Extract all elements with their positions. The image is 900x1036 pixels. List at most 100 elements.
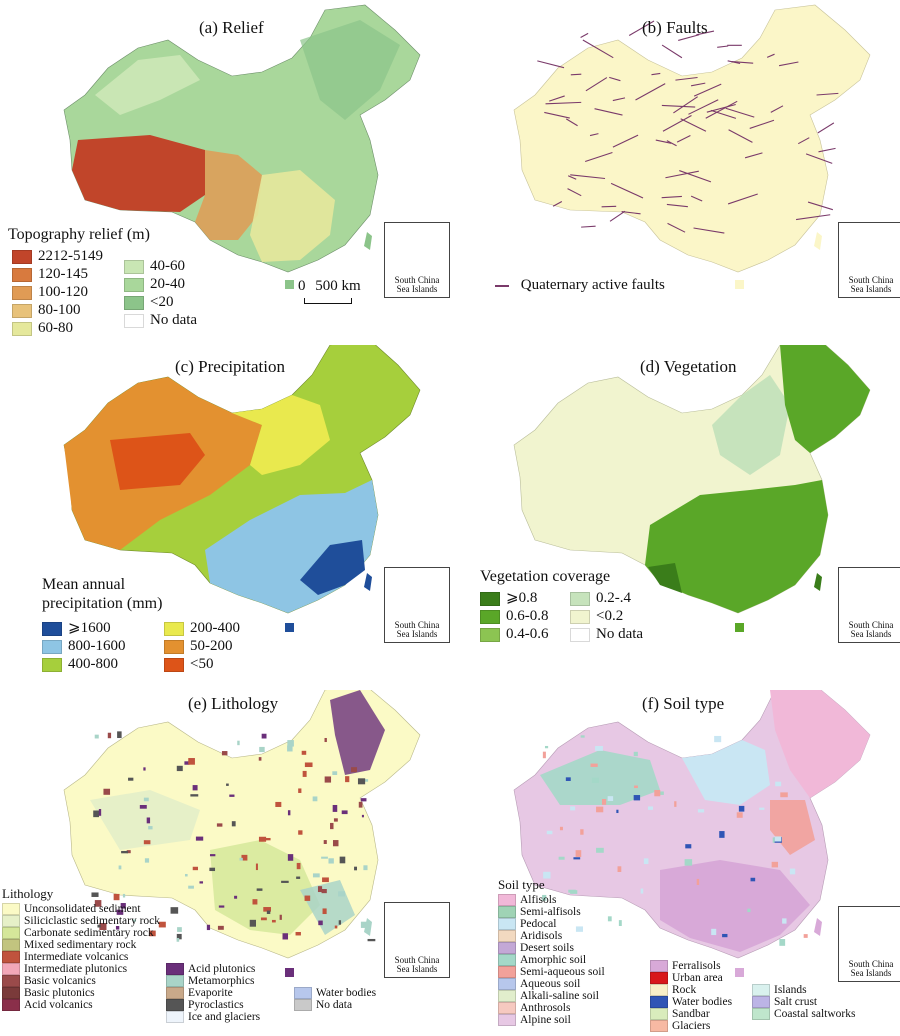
legend-swatch [166, 1011, 184, 1024]
map-patch [146, 817, 151, 824]
legend-swatch [2, 927, 20, 940]
fault-line [705, 100, 738, 119]
legend-swatch [166, 999, 184, 1012]
legend-swatch [124, 259, 144, 274]
fault-line [666, 203, 688, 208]
map-patch [617, 866, 622, 872]
fault-line [770, 105, 784, 113]
legend-item: No data [294, 999, 414, 1012]
lithology-legend: Lithology Unconsolidated sediment Silicic… [2, 887, 376, 1024]
legend-label: Intermediate plutonics [24, 963, 128, 975]
fault-line [710, 109, 737, 119]
legend-swatch [570, 591, 590, 606]
legend-label: 0.4-0.6 [506, 626, 549, 642]
legend-label: Evaporite [188, 987, 233, 999]
legend-item: Alkali-saline soil [498, 990, 658, 1003]
map-patch [735, 762, 740, 767]
fault-line [594, 108, 623, 116]
map-patch [580, 829, 584, 835]
legend-label: Ferralisols [672, 960, 721, 972]
map-patch [565, 777, 571, 781]
fault-line [580, 32, 589, 38]
lith-carbonate [210, 840, 320, 935]
legend-swatch [498, 942, 516, 955]
lithology-patches [91, 731, 376, 942]
legend-item: Pedocal [498, 918, 658, 931]
fault-line [778, 61, 799, 67]
map-patch [120, 903, 126, 909]
map-patch [616, 809, 619, 814]
map-patch [116, 909, 124, 915]
legend-column: Islands Salt crust Coastal saltworks [752, 984, 882, 1021]
fault-line [675, 76, 698, 81]
map-patch [184, 761, 190, 765]
legend-item: No data [124, 311, 234, 329]
map-patch [143, 797, 149, 802]
map-patch [779, 939, 786, 946]
panel-title: (a) Relief [199, 18, 264, 37]
map-patch [321, 856, 328, 859]
legend-label: Glaciers [672, 1020, 711, 1032]
veg-class-0.6-0.8-south [645, 480, 828, 613]
fault-line [727, 193, 758, 205]
map-patch [260, 917, 267, 921]
legend-item: Intermediate volcanics [2, 951, 212, 964]
legend-item: Mixed sedimentary rock [2, 939, 212, 952]
china-outline [513, 4, 871, 273]
map-patch [256, 888, 263, 891]
map-patch [747, 908, 751, 913]
map-patch [259, 746, 265, 753]
legend-item: Water bodies [650, 996, 760, 1009]
legend-column: Acid plutonics Metamorphics Evaporite Pyroc… [166, 963, 296, 1024]
fault-line [665, 170, 699, 179]
map-patch [296, 876, 301, 879]
map-patch [217, 925, 224, 930]
legend-swatch [650, 1008, 668, 1021]
legend-item: Siliciclastic sedimentary rock [2, 915, 212, 928]
map-patch [118, 865, 122, 870]
inset-south-china-sea: South China Sea Islands [384, 222, 450, 298]
precip-class-200-400 [232, 395, 330, 475]
map-patch [287, 740, 294, 747]
map-patch [234, 895, 238, 899]
legend-label: Semi-aqueous soil [520, 966, 605, 978]
legend-item: Salt crust [752, 996, 882, 1009]
inset-caption-2: Sea Islands [396, 629, 438, 639]
map-patch [685, 844, 692, 849]
taiwan [814, 573, 822, 591]
map-patch [546, 830, 553, 835]
legend-swatch [498, 918, 516, 931]
scale-label: 500 km [315, 278, 361, 294]
panel-relief: (a) Relief Topography relief (m) 2212-51… [0, 0, 450, 345]
fault-line [655, 139, 672, 144]
map-patch [143, 767, 146, 771]
map-patch [298, 830, 303, 835]
map-patch [595, 746, 603, 751]
map-patch [759, 807, 765, 810]
legend-item: <0.2 [570, 607, 670, 625]
map-patch [143, 840, 151, 845]
map-patch [542, 751, 546, 759]
legend-swatch [2, 939, 20, 952]
panel-vegetation: (d) Vegetation Vegetation coverage ⩾0.8 0… [450, 345, 900, 690]
legend-column: Water bodies No data [294, 987, 414, 1012]
map-patch [322, 908, 327, 915]
hainan [735, 280, 744, 289]
map-patch [255, 863, 258, 871]
legend-column: 40-60 20-40 <20 No data [124, 257, 234, 329]
legend-item: <20 [124, 293, 234, 311]
map-patch [719, 831, 725, 838]
legend-label: 20-40 [150, 276, 185, 292]
legend-item: 0.4-0.6 [480, 625, 580, 643]
legend-swatch [2, 915, 20, 928]
legend-item: Coastal saltworks [752, 1008, 882, 1021]
legend-item: 400-800 [42, 655, 162, 673]
map-patch [149, 930, 156, 937]
fault-line [661, 44, 683, 59]
fault-line [795, 214, 831, 221]
map-patch [618, 920, 622, 926]
legend-column: 2212-5149 120-145 100-120 80-100 60-80 [12, 247, 132, 337]
taiwan [814, 232, 822, 250]
fault-line [749, 119, 775, 129]
legend-swatch [164, 639, 184, 654]
